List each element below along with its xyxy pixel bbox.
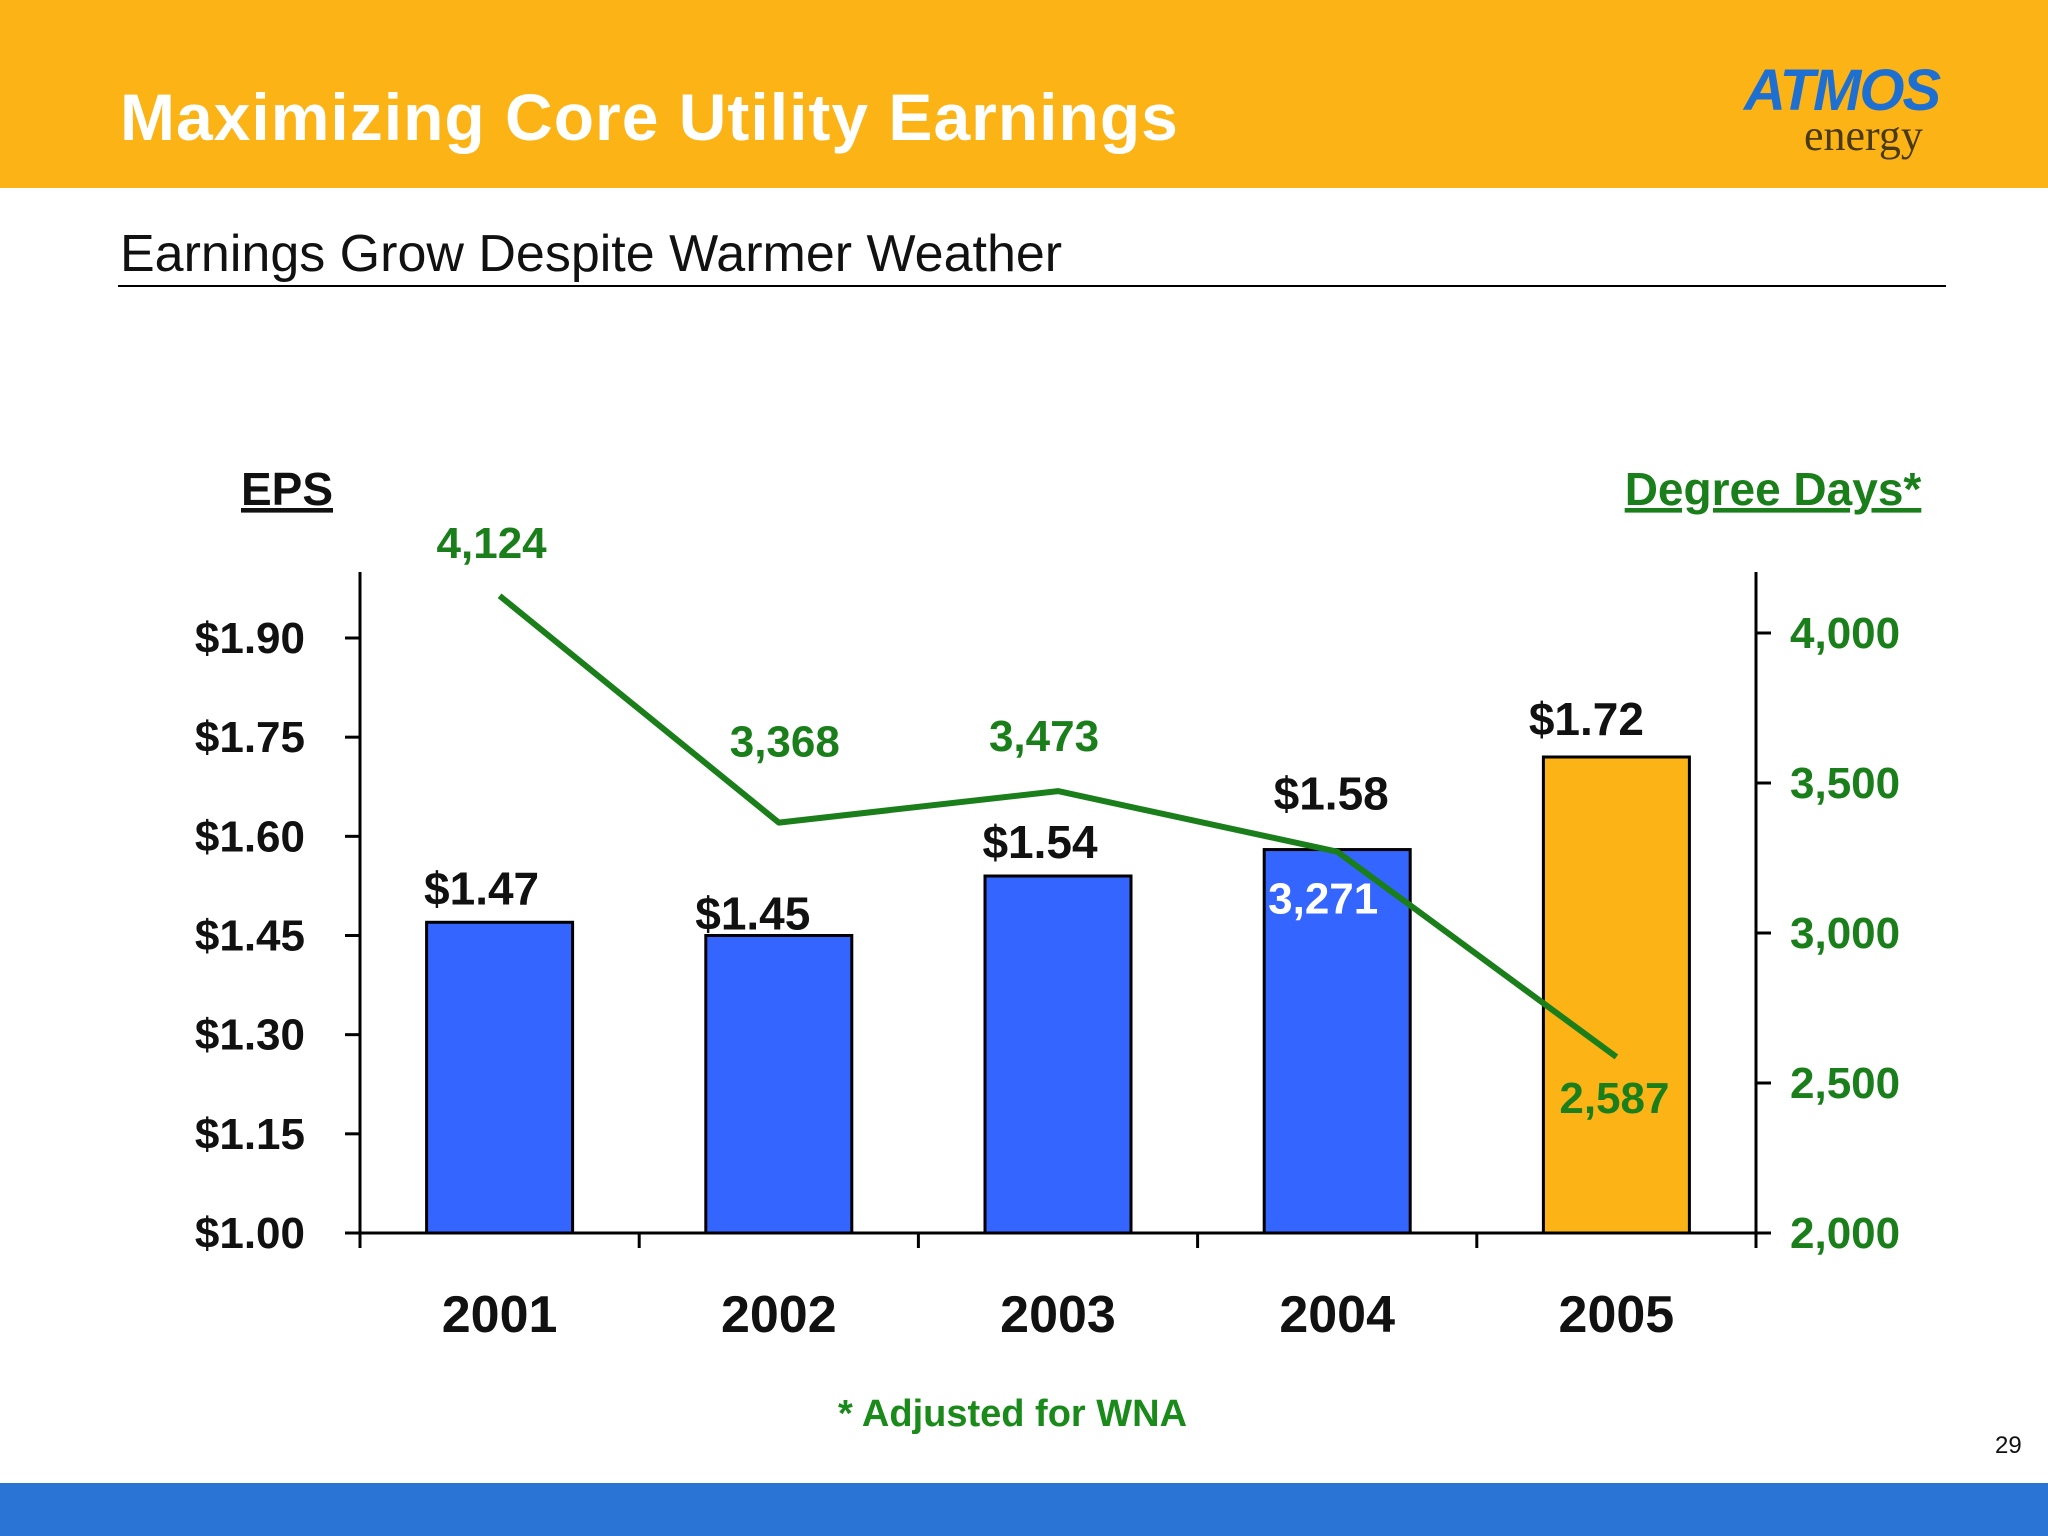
eps-data-label: $1.47 xyxy=(424,862,539,914)
eps-bar xyxy=(704,934,854,1235)
right-axis-tick-label: 2,500 xyxy=(1790,1059,1900,1108)
atmos-logo: ATMOS energy xyxy=(1736,62,1966,172)
degree-days-data-label: 3,473 xyxy=(989,712,1099,761)
left-axis-tick-label: $1.75 xyxy=(195,713,305,762)
right-axis-title: Degree Days* xyxy=(1625,463,1922,515)
right-axis-tick-label: 4,000 xyxy=(1790,609,1900,658)
eps-bar xyxy=(425,920,575,1235)
x-axis-category-label: 2004 xyxy=(1279,1286,1395,1344)
slide-subtitle: Earnings Grow Despite Warmer Weather xyxy=(120,225,1063,283)
right-axis-tick-label: 3,000 xyxy=(1790,909,1900,958)
page-number: 29 xyxy=(1995,1432,2022,1459)
degree-days-data-label: 4,124 xyxy=(437,519,548,568)
left-axis-tick-label: $1.00 xyxy=(195,1209,305,1258)
eps-bar xyxy=(983,874,1133,1235)
left-axis-tick-label: $1.30 xyxy=(195,1011,305,1060)
right-axis-tick-label: 2,000 xyxy=(1790,1209,1900,1258)
x-axis-category-label: 2001 xyxy=(442,1286,558,1344)
logo-brand-text: ATMOS xyxy=(1744,58,1941,123)
degree-days-data-label: 3,271 xyxy=(1268,875,1378,924)
left-axis-title: EPS xyxy=(241,463,333,515)
degree-days-data-label: 2,587 xyxy=(1559,1074,1669,1123)
x-axis-category-label: 2003 xyxy=(1000,1286,1116,1344)
degree-days-data-label: 3,368 xyxy=(730,718,840,767)
eps-data-label: $1.58 xyxy=(1274,768,1389,820)
logo-sub-text: energy xyxy=(1804,111,1923,160)
eps-data-label: $1.54 xyxy=(982,816,1098,868)
header-band: Maximizing Core Utility Earnings ATMOS e… xyxy=(0,0,2048,188)
x-axis-category-label: 2005 xyxy=(1559,1286,1675,1344)
footnote: * Adjusted for WNA xyxy=(838,1393,1188,1435)
x-axis-category-label: 2002 xyxy=(721,1286,837,1344)
page-title: Maximizing Core Utility Earnings xyxy=(120,80,1179,154)
eps-data-label: $1.72 xyxy=(1529,693,1644,745)
left-axis-tick-label: $1.90 xyxy=(195,614,305,663)
left-axis-tick-label: $1.60 xyxy=(195,812,305,861)
eps-bar xyxy=(1541,755,1691,1235)
left-axis-tick-label: $1.15 xyxy=(195,1110,305,1159)
left-axis-tick-label: $1.45 xyxy=(195,912,305,961)
eps-data-label: $1.45 xyxy=(695,888,810,940)
degree-days-line xyxy=(497,593,1619,1060)
right-axis-tick-label: 3,500 xyxy=(1790,759,1900,808)
footer-band xyxy=(0,1483,2048,1536)
subtitle-divider xyxy=(118,285,1946,287)
eps-bar xyxy=(1262,848,1412,1235)
